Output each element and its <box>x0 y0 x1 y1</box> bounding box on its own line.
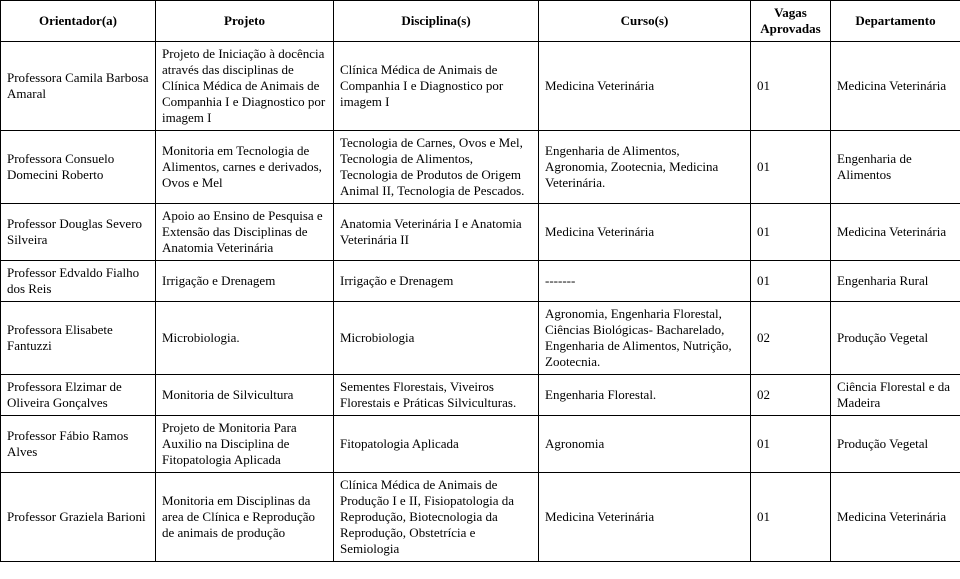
cell-orientador: Professor Graziela Barioni <box>1 473 156 562</box>
cell-vagas: 01 <box>751 42 831 131</box>
cell-orientador: Professora Elzimar de Oliveira Gonçalves <box>1 375 156 416</box>
cell-vagas: 01 <box>751 261 831 302</box>
cell-projeto: Apoio ao Ensino de Pesquisa e Extensão d… <box>156 204 334 261</box>
table-header-row: Orientador(a) Projeto Disciplina(s) Curs… <box>1 1 960 42</box>
cell-projeto: Microbiologia. <box>156 302 334 375</box>
cell-departamento: Produção Vegetal <box>831 416 960 473</box>
cell-cursos: Medicina Veterinária <box>539 204 751 261</box>
cell-cursos: Engenharia de Alimentos, Agronomia, Zoot… <box>539 131 751 204</box>
cell-disciplinas: Anatomia Veterinária I e Anatomia Veteri… <box>334 204 539 261</box>
col-cursos: Curso(s) <box>539 1 751 42</box>
cell-cursos: Agronomia, Engenharia Florestal, Ciência… <box>539 302 751 375</box>
cell-disciplinas: Clínica Médica de Animais de Companhia I… <box>334 42 539 131</box>
cell-departamento: Produção Vegetal <box>831 302 960 375</box>
table-row: Professora Elzimar de Oliveira Gonçalves… <box>1 375 960 416</box>
cell-disciplinas: Fitopatologia Aplicada <box>334 416 539 473</box>
cell-projeto: Monitoria em Disciplinas da area de Clín… <box>156 473 334 562</box>
cell-projeto: Monitoria de Silvicultura <box>156 375 334 416</box>
cell-orientador: Professor Edvaldo Fialho dos Reis <box>1 261 156 302</box>
col-departamento: Departamento <box>831 1 960 42</box>
cell-cursos: Medicina Veterinária <box>539 473 751 562</box>
cell-orientador: Professor Douglas Severo Silveira <box>1 204 156 261</box>
table-row: Professora Elisabete Fantuzzi Microbiolo… <box>1 302 960 375</box>
cell-cursos: Engenharia Florestal. <box>539 375 751 416</box>
cell-disciplinas: Microbiologia <box>334 302 539 375</box>
cell-departamento: Engenharia Rural <box>831 261 960 302</box>
cell-projeto: Monitoria em Tecnologia de Alimentos, ca… <box>156 131 334 204</box>
table-row: Professor Graziela Barioni Monitoria em … <box>1 473 960 562</box>
table-row: Professor Douglas Severo Silveira Apoio … <box>1 204 960 261</box>
col-disciplinas: Disciplina(s) <box>334 1 539 42</box>
cell-disciplinas: Clínica Médica de Animais de Produção I … <box>334 473 539 562</box>
cell-departamento: Medicina Veterinária <box>831 42 960 131</box>
cell-departamento: Engenharia de Alimentos <box>831 131 960 204</box>
cell-vagas: 01 <box>751 131 831 204</box>
cell-disciplinas: Tecnologia de Carnes, Ovos e Mel, Tecnol… <box>334 131 539 204</box>
cell-projeto: Projeto de Monitoria Para Auxilio na Dis… <box>156 416 334 473</box>
table-row: Professora Consuelo Domecini Roberto Mon… <box>1 131 960 204</box>
cell-cursos: Agronomia <box>539 416 751 473</box>
cell-orientador: Professora Camila Barbosa Amaral <box>1 42 156 131</box>
table-row: Professor Fábio Ramos Alves Projeto de M… <box>1 416 960 473</box>
col-projeto: Projeto <box>156 1 334 42</box>
cell-disciplinas: Sementes Florestais, Viveiros Florestais… <box>334 375 539 416</box>
cell-vagas: 02 <box>751 302 831 375</box>
cell-orientador: Professora Consuelo Domecini Roberto <box>1 131 156 204</box>
table-row: Professor Edvaldo Fialho dos Reis Irriga… <box>1 261 960 302</box>
cell-projeto: Irrigação e Drenagem <box>156 261 334 302</box>
col-vagas: Vagas Aprovadas <box>751 1 831 42</box>
projects-table: Orientador(a) Projeto Disciplina(s) Curs… <box>0 0 960 562</box>
cell-disciplinas: Irrigação e Drenagem <box>334 261 539 302</box>
cell-departamento: Medicina Veterinária <box>831 204 960 261</box>
cell-orientador: Professora Elisabete Fantuzzi <box>1 302 156 375</box>
cell-orientador: Professor Fábio Ramos Alves <box>1 416 156 473</box>
cell-cursos: ------- <box>539 261 751 302</box>
table-body: Professora Camila Barbosa Amaral Projeto… <box>1 42 960 562</box>
cell-vagas: 01 <box>751 473 831 562</box>
cell-vagas: 01 <box>751 416 831 473</box>
cell-cursos: Medicina Veterinária <box>539 42 751 131</box>
cell-projeto: Projeto de Iniciação à docência através … <box>156 42 334 131</box>
cell-departamento: Medicina Veterinária <box>831 473 960 562</box>
table-row: Professora Camila Barbosa Amaral Projeto… <box>1 42 960 131</box>
cell-departamento: Ciência Florestal e da Madeira <box>831 375 960 416</box>
col-orientador: Orientador(a) <box>1 1 156 42</box>
cell-vagas: 02 <box>751 375 831 416</box>
cell-vagas: 01 <box>751 204 831 261</box>
